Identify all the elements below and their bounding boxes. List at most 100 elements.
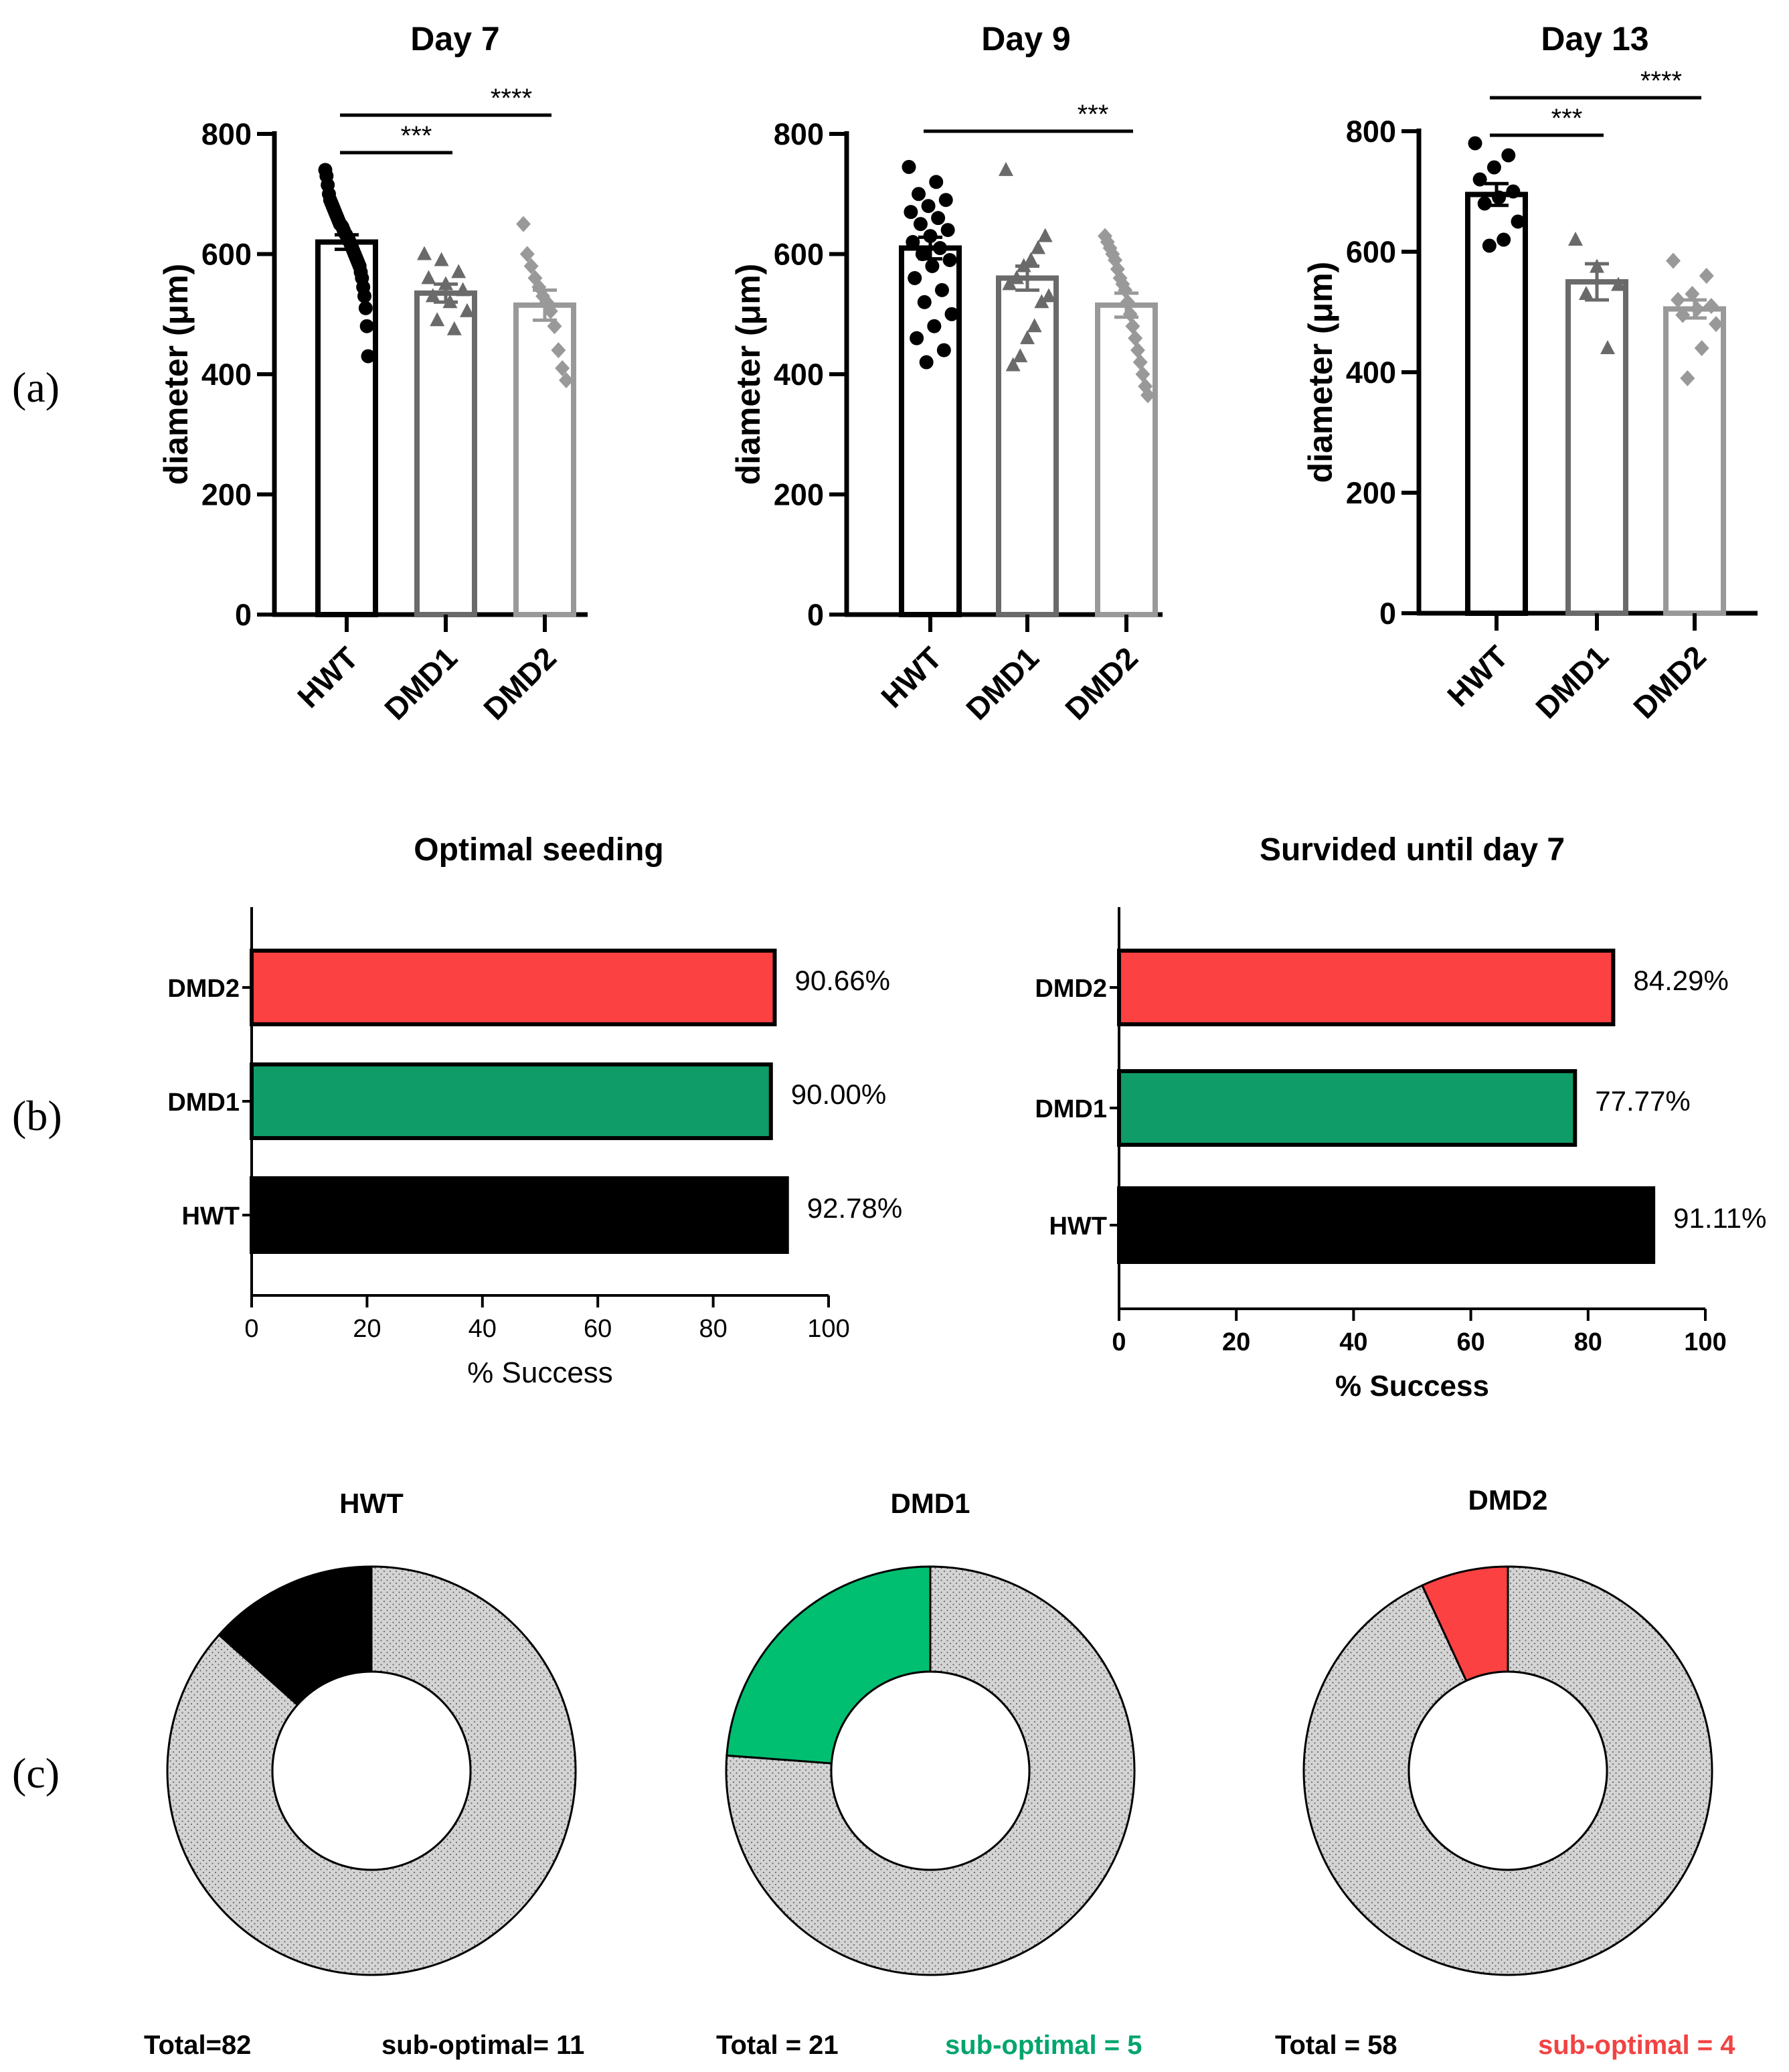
y-tick-label: 0 [1379, 596, 1396, 631]
pie-dmd2: DMD2 Total = 58 sub-optimal = 4 [1275, 1484, 1735, 2060]
value-label-dmd1: 77.77% [1595, 1085, 1690, 1117]
significance-label: **** [1640, 66, 1682, 96]
x-tick-label-dmd2: DMD2 [1626, 639, 1713, 725]
y-tick-label: 200 [201, 478, 252, 512]
x-tick-label-hwt: HWT [874, 640, 948, 714]
sub-optimal-label: sub-optimal = 4 [1538, 2030, 1735, 2060]
data-point-dmd2 [559, 372, 574, 388]
data-point-hwt [361, 349, 375, 364]
x-tick-label: 80 [1574, 1328, 1602, 1356]
panel-label-a: (a) [12, 364, 60, 411]
data-point-hwt [921, 199, 936, 214]
chart-optimal-seeding: Optimal seeding 0 20 40 60 80 100 % Success DMD2… [167, 832, 902, 1389]
pie-hole [271, 1670, 472, 1871]
x-tick-label: 0 [1112, 1328, 1126, 1356]
data-point-dmd1 [1013, 348, 1028, 363]
y-tick-label: 800 [201, 117, 252, 151]
data-point-dmd2 [519, 246, 535, 262]
value-label-dmd2: 84.29% [1633, 965, 1728, 996]
data-point-dmd2 [1666, 252, 1681, 269]
x-tick-label-dmd1: DMD1 [1529, 639, 1615, 725]
pie-title: HWT [339, 1488, 404, 1519]
data-point-dmd1 [446, 321, 462, 335]
x-tick-label: 40 [1339, 1328, 1367, 1356]
data-point-dmd1 [1027, 318, 1042, 333]
x-tick-label: 0 [244, 1315, 258, 1343]
data-point-dmd1 [1041, 288, 1056, 303]
data-point-hwt [942, 252, 957, 267]
data-point-hwt [902, 159, 916, 174]
data-point-hwt [919, 355, 934, 370]
data-point-hwt [917, 295, 932, 309]
x-tick-label: 80 [699, 1315, 727, 1343]
x-tick-label-dmd1: DMD1 [377, 640, 464, 726]
data-point-dmd1 [421, 270, 436, 285]
chart-title: Survided until day 7 [1260, 832, 1565, 868]
data-point-hwt [938, 193, 953, 208]
data-point-dmd1 [1579, 286, 1594, 300]
y-tick-label: 600 [201, 238, 252, 272]
value-label-hwt: 92.78% [807, 1192, 902, 1224]
data-point-hwt [358, 301, 373, 315]
y-tick-label: 400 [1346, 355, 1396, 390]
data-point-dmd2 [1140, 387, 1155, 404]
value-label-dmd1: 90.00% [791, 1079, 886, 1110]
x-tick-label: 20 [1222, 1328, 1250, 1356]
y-axis-label: diameter (μm) [730, 264, 767, 485]
data-point-dmd2 [551, 342, 566, 359]
data-point-dmd1 [1020, 330, 1035, 345]
chart-title: Optimal seeding [414, 832, 663, 868]
panel-label-b: (b) [12, 1092, 62, 1139]
chart-day7: Day 7 diameter (μm) 0 200 400 600 800 HWT DMD1 DM… [157, 20, 588, 726]
chart-title: Day 9 [981, 20, 1070, 58]
y-tick-label-hwt: HWT [1049, 1212, 1107, 1241]
data-point-dmd1 [1037, 228, 1053, 242]
data-point-hwt [927, 319, 942, 333]
data-point-dmd2 [1125, 318, 1140, 335]
pie-hwt: HWT Total=82 sub-optimal= 11 [144, 1488, 584, 2060]
significance-label: *** [1551, 104, 1583, 133]
data-point-dmd2 [1680, 370, 1695, 386]
x-tick-label-dmd2: DMD2 [477, 640, 563, 726]
value-label-hwt: 91.11% [1673, 1202, 1766, 1234]
data-point-hwt [1497, 232, 1511, 247]
bar-dmd1 [250, 1062, 773, 1140]
y-tick-label-hwt: HWT [181, 1202, 240, 1230]
data-point-dmd2 [1132, 354, 1148, 371]
data-point-dmd2 [547, 318, 562, 335]
x-tick-label: 100 [1684, 1328, 1726, 1356]
data-point-hwt [1472, 172, 1487, 187]
data-point-hwt [936, 343, 951, 357]
x-tick-label-hwt: HWT [290, 640, 365, 714]
bar-dmd2 [513, 302, 576, 617]
bar-dmd2 [1663, 306, 1726, 616]
value-label-dmd2: 90.66% [794, 965, 889, 996]
pie-hole [1408, 1670, 1608, 1871]
data-point-hwt [913, 217, 928, 232]
bar-hwt [1117, 1186, 1656, 1264]
data-point-hwt [912, 187, 926, 202]
data-point-dmd1 [1002, 276, 1017, 291]
data-point-dmd1 [417, 246, 432, 260]
x-axis-label: % Success [467, 1356, 613, 1389]
x-tick-label: 40 [468, 1315, 497, 1343]
sub-optimal-label: sub-optimal= 11 [381, 2030, 584, 2060]
data-point-hwt [931, 211, 946, 226]
data-point-hwt [908, 270, 922, 285]
data-point-hwt [906, 235, 920, 250]
data-point-hwt [1511, 214, 1525, 229]
data-point-dmd2 [1685, 286, 1700, 302]
panel-label-c: (c) [12, 1749, 60, 1797]
chart-survived: Survided until day 7 0 20 40 60 80 100 % Succes… [1035, 832, 1766, 1403]
data-point-hwt [1468, 136, 1482, 151]
bar-dmd1 [1565, 279, 1628, 616]
total-label: Total = 21 [716, 2030, 839, 2060]
bar-dmd2 [1095, 302, 1158, 617]
chart-day9: Day 9 diameter (μm) 0 200 400 600 800 HWT DMD1 DM… [730, 20, 1163, 726]
y-tick-label: 800 [1346, 114, 1396, 149]
data-point-hwt [1482, 238, 1497, 253]
y-axis-label: diameter (μm) [1302, 262, 1339, 483]
data-point-dmd1 [451, 264, 466, 278]
pie-hole [830, 1670, 1031, 1871]
